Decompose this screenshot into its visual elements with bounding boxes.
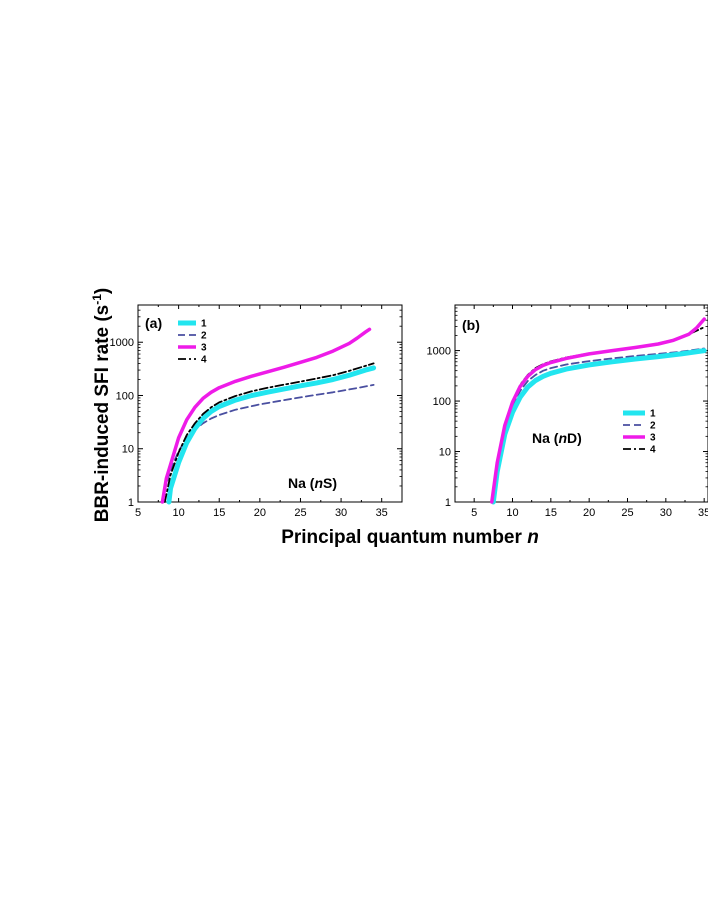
species-label-a: Na (nS) — [288, 475, 337, 491]
legend-label-b-1: 1 — [650, 409, 656, 420]
series-line-a-3 — [160, 327, 372, 504]
species-label-b: Na (nD) — [532, 430, 582, 446]
x-tick-label-a-15: 15 — [213, 507, 225, 519]
x-tick-label-b-20: 20 — [583, 507, 595, 519]
series-line-a-2 — [161, 384, 375, 503]
series-group-a — [160, 327, 377, 505]
y-tick-label-a-10: 10 — [122, 444, 134, 456]
legend-label-a-1: 1 — [201, 319, 207, 330]
legend-label-a-4: 4 — [201, 355, 207, 366]
x-tick-label-b-35: 35 — [698, 507, 708, 519]
legend-label-b-2: 2 — [650, 421, 656, 432]
x-axis-title: Principal quantum number n — [281, 527, 539, 548]
legend-label-b-3: 3 — [650, 433, 656, 444]
x-tick-label-a-30: 30 — [335, 507, 347, 519]
series-line-b-2 — [490, 347, 706, 503]
series-line-b-1 — [490, 348, 707, 505]
y-tick-label-b-1000: 1000 — [427, 346, 451, 358]
axes-a: 5 10 15 20 25 30 35 1 10 100 1000 — [110, 304, 403, 519]
y-tick-label-b-10: 10 — [439, 447, 451, 459]
x-tick-label-a-35: 35 — [376, 507, 388, 519]
plot-frame-b — [454, 304, 708, 503]
x-tick-label-b-25: 25 — [621, 507, 633, 519]
y-tick-label-a-100: 100 — [116, 390, 134, 402]
axes-b: 5 10 15 20 25 30 35 1 10 100 1000 — [427, 304, 708, 519]
y-tick-label-b-1: 1 — [445, 497, 451, 509]
legend-label-b-4: 4 — [650, 445, 656, 456]
x-tick-label-a-5: 5 — [135, 507, 141, 519]
x-tick-label-a-10: 10 — [172, 507, 184, 519]
panel-label-a: (a) — [145, 315, 162, 331]
series-line-a-1 — [166, 365, 377, 505]
series-line-a-4 — [163, 362, 375, 503]
legend-label-a-3: 3 — [201, 343, 207, 354]
panel-label-b: (b) — [462, 317, 480, 333]
x-tick-label-b-5: 5 — [471, 507, 477, 519]
y-tick-label-a-1: 1 — [128, 497, 134, 509]
x-tick-label-b-30: 30 — [660, 507, 672, 519]
x-tick-label-b-10: 10 — [506, 507, 518, 519]
y-tick-label-a-1000: 1000 — [110, 337, 134, 349]
series-line-b-3 — [490, 317, 706, 504]
y-tick-label-b-100: 100 — [433, 396, 451, 408]
x-tick-label-a-25: 25 — [294, 507, 306, 519]
series-group-b — [490, 317, 707, 505]
x-tick-label-a-20: 20 — [254, 507, 266, 519]
y-axis-title: BBR-induced SFI rate (s-1) — [90, 288, 113, 522]
legend-label-a-2: 2 — [201, 331, 207, 342]
x-tick-label-b-15: 15 — [545, 507, 557, 519]
